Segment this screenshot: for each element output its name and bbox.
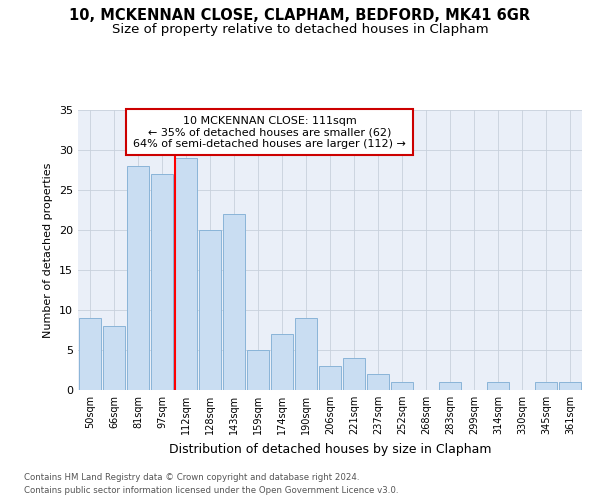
Bar bbox=[223, 214, 245, 390]
Text: Distribution of detached houses by size in Clapham: Distribution of detached houses by size … bbox=[169, 442, 491, 456]
Bar bbox=[79, 318, 101, 390]
Text: Contains public sector information licensed under the Open Government Licence v3: Contains public sector information licen… bbox=[24, 486, 398, 495]
Bar bbox=[343, 358, 365, 390]
Bar bbox=[271, 334, 293, 390]
Y-axis label: Number of detached properties: Number of detached properties bbox=[43, 162, 53, 338]
Bar bbox=[295, 318, 317, 390]
Text: 10 MCKENNAN CLOSE: 111sqm
← 35% of detached houses are smaller (62)
64% of semi-: 10 MCKENNAN CLOSE: 111sqm ← 35% of detac… bbox=[133, 116, 406, 149]
Bar bbox=[247, 350, 269, 390]
Bar bbox=[175, 158, 197, 390]
Bar bbox=[199, 230, 221, 390]
Bar bbox=[439, 382, 461, 390]
Bar bbox=[151, 174, 173, 390]
Bar bbox=[391, 382, 413, 390]
Bar bbox=[367, 374, 389, 390]
Bar bbox=[535, 382, 557, 390]
Text: Contains HM Land Registry data © Crown copyright and database right 2024.: Contains HM Land Registry data © Crown c… bbox=[24, 472, 359, 482]
Text: Size of property relative to detached houses in Clapham: Size of property relative to detached ho… bbox=[112, 22, 488, 36]
Text: 10, MCKENNAN CLOSE, CLAPHAM, BEDFORD, MK41 6GR: 10, MCKENNAN CLOSE, CLAPHAM, BEDFORD, MK… bbox=[70, 8, 530, 22]
Bar bbox=[127, 166, 149, 390]
Bar bbox=[487, 382, 509, 390]
Bar bbox=[319, 366, 341, 390]
Bar bbox=[559, 382, 581, 390]
Bar bbox=[103, 326, 125, 390]
